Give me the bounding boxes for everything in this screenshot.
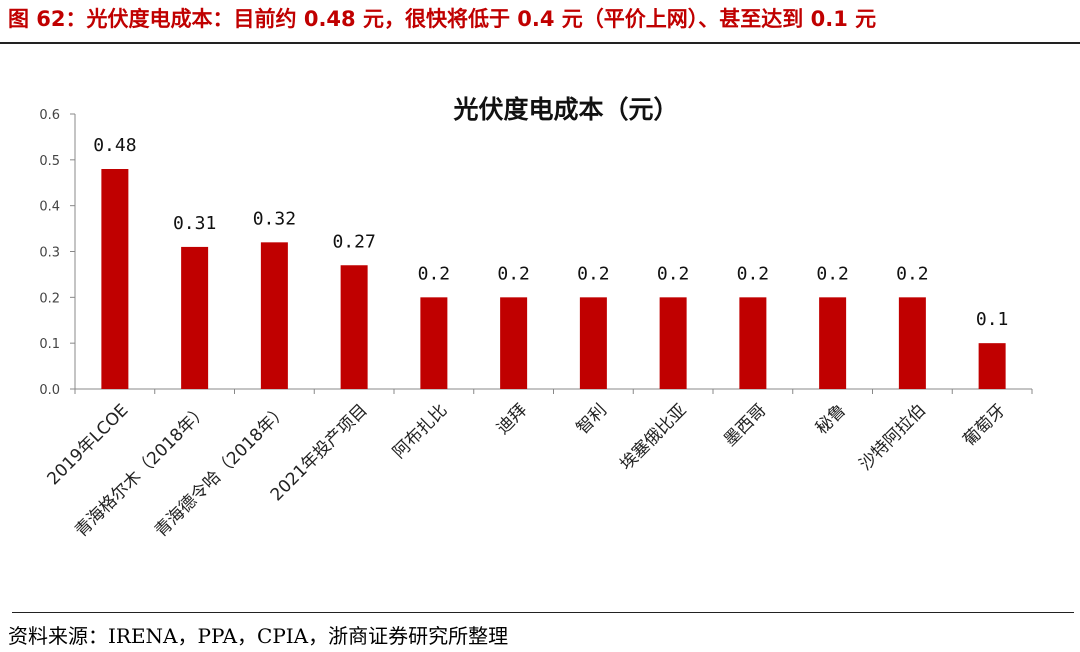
top-rule <box>0 42 1080 44</box>
data-label: 0.2 <box>577 263 610 284</box>
y-tick-label: 0.2 <box>39 291 60 306</box>
data-label: 0.2 <box>896 263 929 284</box>
category-label: 秘鲁 <box>812 400 850 438</box>
category-label: 葡萄牙 <box>959 400 1009 450</box>
category-label: 迪拜 <box>493 400 531 438</box>
y-tick-label: 0.1 <box>39 337 60 352</box>
data-label: 0.2 <box>418 263 451 284</box>
bar <box>260 242 288 389</box>
bar <box>181 246 209 389</box>
bar <box>500 297 528 389</box>
bar-chart: 光伏度电成本（元） 0.0 0.1 0.2 0.3 0.4 0.5 0.6 0.48 2019… <box>39 95 1033 541</box>
source-note: 资料来源：IRENA，PPA，CPIA，浙商证券研究所整理 <box>8 624 509 648</box>
bar <box>898 297 926 389</box>
bar <box>739 297 767 389</box>
y-tick-label: 0.3 <box>39 246 60 261</box>
bar <box>340 265 368 389</box>
category-label: 青海格尔木（2018年） <box>71 400 212 541</box>
chart-title: 光伏度电成本（元） <box>452 95 678 124</box>
category-label: 智利 <box>573 400 611 438</box>
category-label: 2019年LCOE <box>44 400 133 489</box>
category-label: 墨西哥 <box>720 400 770 450</box>
bar <box>978 343 1006 389</box>
category-label: 埃塞俄比亚 <box>616 400 690 474</box>
bar <box>420 297 448 389</box>
data-label: 0.2 <box>497 263 530 284</box>
category-label: 青海德令哈（2018年） <box>151 400 292 541</box>
figure-title: 图 62：光伏度电成本：目前约 0.48 元，很快将低于 0.4 元（平价上网）… <box>8 7 877 31</box>
y-tick-label: 0.6 <box>39 108 60 123</box>
category-label: 阿布扎比 <box>389 400 451 462</box>
bottom-rule <box>12 612 1074 613</box>
data-label: 0.2 <box>816 263 849 284</box>
bar <box>101 169 129 389</box>
bar <box>819 297 847 389</box>
category-label: 沙特阿拉伯 <box>856 400 930 474</box>
data-label: 0.27 <box>332 231 375 252</box>
y-tick-label: 0.5 <box>39 154 60 169</box>
bar <box>579 297 607 389</box>
bar <box>659 297 687 389</box>
data-label: 0.1 <box>976 309 1009 330</box>
chart-axes: 0.0 0.1 0.2 0.3 0.4 0.5 0.6 <box>39 108 1033 398</box>
y-tick-label: 0.0 <box>39 383 60 398</box>
data-label: 0.32 <box>253 208 296 229</box>
data-label: 0.31 <box>173 213 216 234</box>
data-label: 0.2 <box>737 263 770 284</box>
data-label: 0.2 <box>657 263 690 284</box>
chart-bars: 0.48 2019年LCOE 0.31 青海格尔木（2018年） 0.32 青海德令哈（2… <box>44 135 1010 541</box>
data-label: 0.48 <box>93 135 136 156</box>
y-tick-label: 0.4 <box>39 200 60 215</box>
